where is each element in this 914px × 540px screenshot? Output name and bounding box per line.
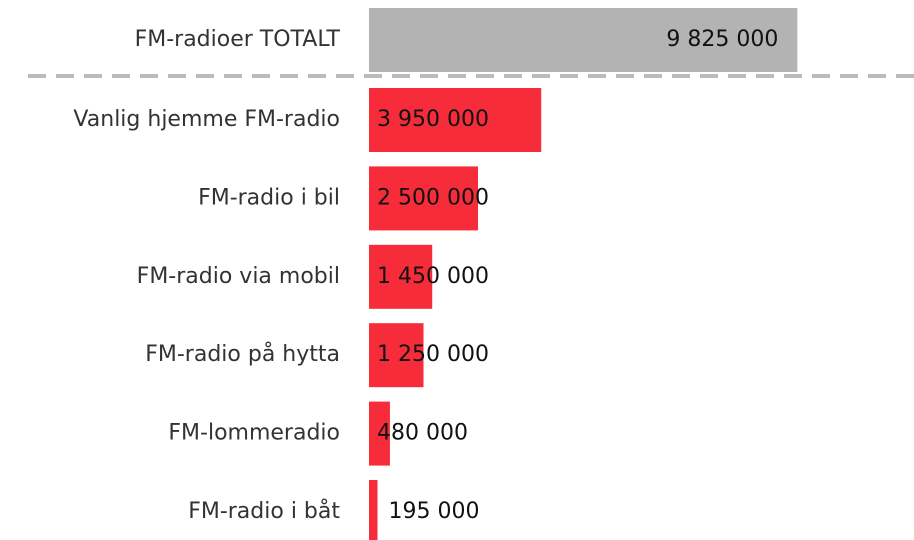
bar: [369, 166, 478, 231]
category-label: FM-radio på hytta: [145, 341, 340, 367]
category-label: FM-radio via mobil: [137, 264, 340, 289]
category-label: Vanlig hjemme FM-radio: [73, 107, 340, 132]
bar: [369, 8, 798, 72]
category-label: FM-radioer TOTALT: [135, 27, 341, 52]
category-label: FM-radio i bil: [198, 185, 340, 210]
bar: [369, 244, 433, 309]
value-label: 1 450 000: [377, 264, 489, 289]
bar: [369, 480, 378, 540]
value-label: 480 000: [377, 421, 468, 446]
bar: [369, 323, 424, 388]
category-label: FM-lommeradio: [168, 421, 340, 446]
bar: [369, 88, 542, 152]
value-label: 9 825 000: [666, 27, 778, 52]
value-label: 195 000: [389, 499, 480, 524]
bar: [369, 401, 390, 466]
value-label: 3 950 000: [377, 107, 489, 132]
value-label: 2 500 000: [377, 185, 489, 210]
category-label: FM-radio i båt: [188, 498, 340, 524]
value-label: 1 250 000: [377, 342, 489, 367]
